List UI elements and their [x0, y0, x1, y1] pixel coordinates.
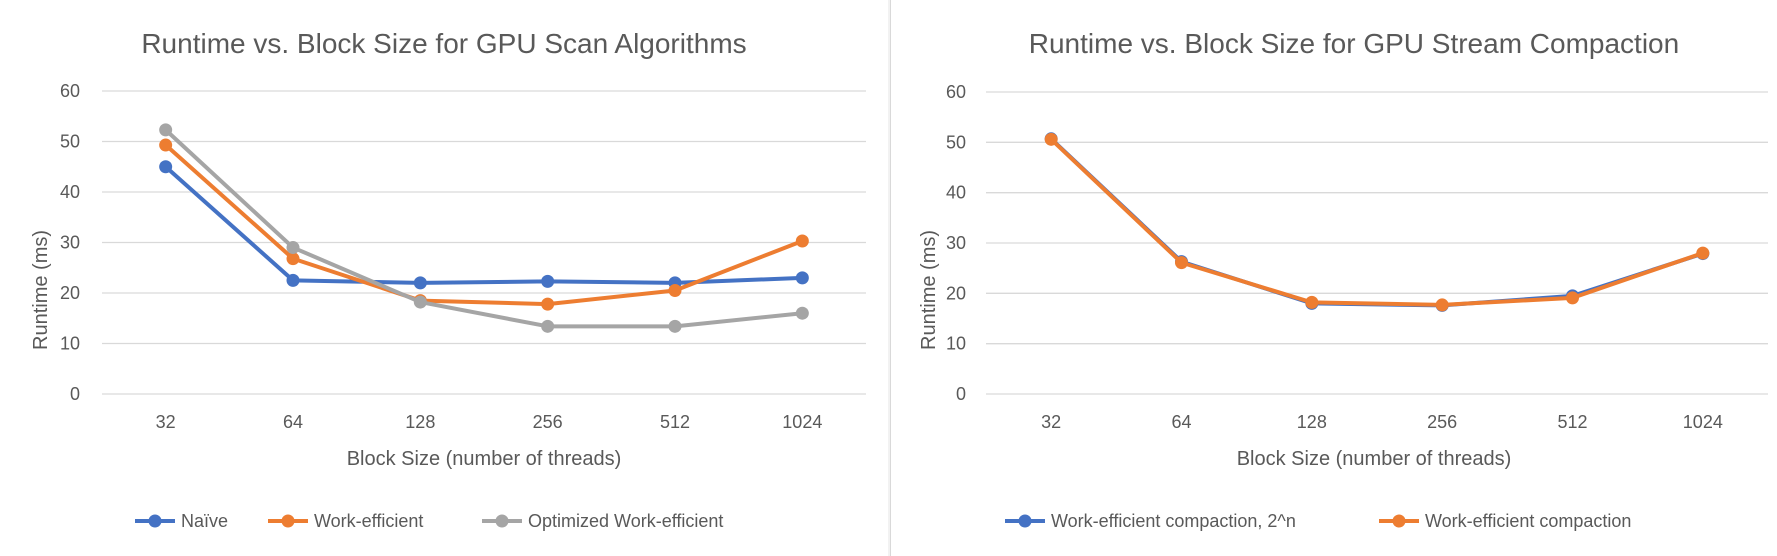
legend-item-2: Optimized Work-efficient — [482, 511, 723, 531]
legend-label: Optimized Work-efficient — [528, 511, 723, 531]
y-tick-label: 0 — [956, 384, 966, 404]
data-point — [286, 273, 300, 287]
series-1 — [159, 138, 809, 311]
data-point — [159, 160, 173, 174]
data-point — [1435, 298, 1449, 312]
data-point — [668, 319, 682, 333]
data-point — [159, 138, 173, 152]
chart-title: Runtime vs. Block Size for GPU Stream Co… — [1029, 28, 1679, 59]
x-tick-label: 256 — [533, 412, 563, 432]
chart-title: Runtime vs. Block Size for GPU Scan Algo… — [141, 28, 746, 59]
data-point — [795, 271, 809, 285]
data-point — [541, 297, 555, 311]
legend: Work-efficient compaction, 2^n Work-effic… — [1005, 511, 1631, 531]
legend-item-0: Work-efficient compaction, 2^n — [1005, 511, 1296, 531]
y-tick-label: 60 — [946, 82, 966, 102]
data-point — [1696, 246, 1710, 260]
chart-panel-compaction: Runtime vs. Block Size for GPU Stream Co… — [890, 0, 1777, 556]
data-point — [1305, 295, 1319, 309]
x-tick-label: 512 — [660, 412, 690, 432]
series-1 — [1044, 132, 1710, 312]
x-axis-title: Block Size (number of threads) — [347, 448, 622, 470]
x-axis-title: Block Size (number of threads) — [1237, 448, 1512, 470]
y-ticks: 0 10 20 30 40 50 60 — [946, 82, 966, 404]
x-tick-label: 32 — [156, 412, 176, 432]
data-point — [413, 276, 427, 290]
legend-item-1: Work-efficient — [268, 511, 423, 531]
y-ticks: 0 10 20 30 40 50 60 — [60, 81, 80, 404]
x-ticks: 32 64 128 256 512 1024 — [1041, 412, 1723, 432]
legend-label: Work-efficient compaction, 2^n — [1051, 511, 1296, 531]
y-tick-label: 0 — [70, 384, 80, 404]
legend-label: Work-efficient compaction — [1425, 511, 1631, 531]
x-tick-label: 128 — [1297, 412, 1327, 432]
gridlines — [986, 91, 1768, 395]
y-tick-label: 20 — [60, 283, 80, 303]
data-point — [541, 319, 555, 333]
legend-marker — [495, 514, 509, 528]
y-axis-title: Runtime (ms) — [918, 230, 940, 350]
x-tick-label: 1024 — [782, 412, 822, 432]
x-tick-label: 32 — [1041, 412, 1061, 432]
y-tick-label: 40 — [946, 183, 966, 203]
y-tick-label: 30 — [946, 233, 966, 253]
y-tick-label: 40 — [60, 182, 80, 202]
y-tick-label: 50 — [60, 132, 80, 152]
x-tick-label: 128 — [405, 412, 435, 432]
y-tick-label: 10 — [946, 334, 966, 354]
series-line — [1049, 137, 1704, 307]
data-point — [286, 252, 300, 266]
x-tick-label: 64 — [283, 412, 303, 432]
data-point — [413, 295, 427, 309]
data-point — [1175, 256, 1188, 270]
data-point — [286, 241, 300, 255]
data-point — [795, 234, 809, 248]
y-tick-label: 30 — [60, 233, 80, 253]
series-line — [164, 165, 803, 285]
data-point — [1566, 291, 1579, 305]
legend-item-1: Work-efficient compaction — [1379, 511, 1631, 531]
legend-marker — [148, 514, 162, 528]
series-2 — [159, 123, 809, 333]
data-point — [1044, 132, 1058, 146]
legend-label: Work-efficient — [314, 511, 423, 531]
x-tick-label: 64 — [1171, 412, 1191, 432]
series-lines — [159, 123, 809, 333]
y-tick-label: 60 — [60, 81, 80, 101]
legend-label: Naïve — [181, 511, 228, 531]
series-line — [164, 128, 803, 329]
chart-scan-svg: Runtime vs. Block Size for GPU Scan Algo… — [30, 28, 866, 531]
data-point — [159, 123, 173, 137]
data-point — [541, 274, 555, 288]
series-line — [1049, 137, 1704, 308]
legend-marker — [281, 514, 295, 528]
chart-compaction-svg: Runtime vs. Block Size for GPU Stream Co… — [918, 28, 1768, 531]
legend: Naïve Work-efficient Optimized Work-effici… — [135, 511, 723, 531]
series-lines — [1044, 132, 1710, 312]
x-tick-label: 512 — [1557, 412, 1587, 432]
legend-item-0: Naïve — [135, 511, 228, 531]
data-point — [795, 306, 809, 320]
y-tick-label: 50 — [946, 132, 966, 152]
data-point — [668, 283, 682, 297]
x-ticks: 32 64 128 256 512 1024 — [156, 412, 823, 432]
x-tick-label: 1024 — [1683, 412, 1723, 432]
gridlines — [102, 90, 866, 395]
legend-marker — [1018, 514, 1032, 528]
series-line — [164, 143, 804, 307]
chart-panel-scan: Runtime vs. Block Size for GPU Scan Algo… — [0, 0, 888, 556]
y-axis-title: Runtime (ms) — [30, 230, 52, 350]
y-tick-label: 10 — [60, 334, 80, 354]
y-tick-label: 20 — [946, 283, 966, 303]
x-tick-label: 256 — [1427, 412, 1457, 432]
legend-marker — [1392, 514, 1406, 528]
